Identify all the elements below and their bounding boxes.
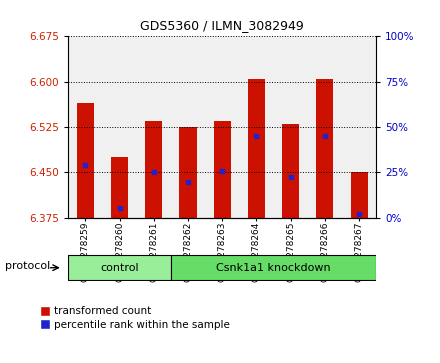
Bar	[316, 79, 334, 218]
Bar	[111, 157, 128, 218]
Bar	[77, 103, 94, 218]
Legend: transformed count, percentile rank within the sample: transformed count, percentile rank withi…	[40, 306, 230, 330]
Bar	[351, 172, 368, 218]
Bar	[248, 79, 265, 218]
Bar	[145, 121, 162, 218]
Text: Csnk1a1 knockdown: Csnk1a1 knockdown	[216, 263, 331, 273]
Text: control: control	[100, 263, 139, 273]
Text: protocol: protocol	[5, 261, 51, 272]
Title: GDS5360 / ILMN_3082949: GDS5360 / ILMN_3082949	[140, 19, 304, 32]
FancyBboxPatch shape	[171, 255, 376, 280]
Bar	[282, 124, 299, 218]
Bar	[214, 121, 231, 218]
Bar	[180, 127, 197, 218]
FancyBboxPatch shape	[68, 255, 171, 280]
